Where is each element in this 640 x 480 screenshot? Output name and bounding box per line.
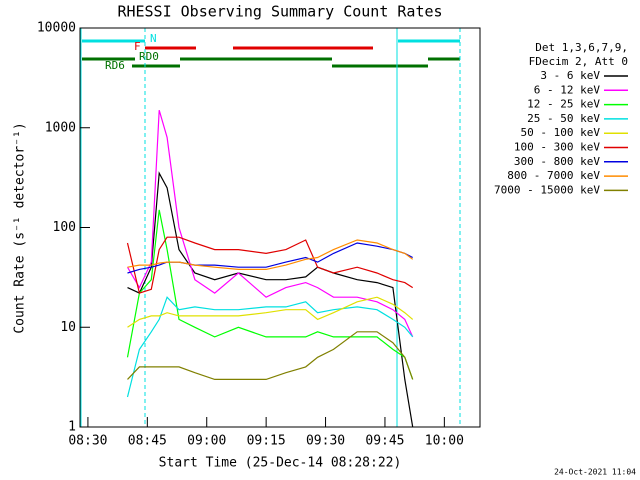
x-tick-label: 09:45 bbox=[365, 434, 404, 449]
legend-label: 6 - 12 keV bbox=[534, 83, 601, 96]
y-tick-label: 100 bbox=[53, 220, 76, 235]
series-line bbox=[127, 171, 414, 428]
series-line bbox=[127, 242, 413, 274]
series-line bbox=[127, 296, 414, 328]
series-line bbox=[126, 296, 414, 398]
series-line bbox=[127, 239, 414, 270]
legend-label: 800 - 7000 keV bbox=[507, 169, 600, 182]
flag-label: F bbox=[134, 40, 141, 53]
flag-label: N bbox=[150, 32, 157, 45]
y-tick-label: 10000 bbox=[37, 21, 76, 36]
series-line bbox=[126, 236, 414, 294]
x-tick-label: 09:00 bbox=[187, 434, 226, 449]
x-tick-label: 09:30 bbox=[306, 434, 345, 449]
x-tick-label: 08:30 bbox=[68, 434, 107, 449]
legend-header: FDecim 2, Att 0 bbox=[529, 55, 628, 68]
flag-label: RD0 bbox=[139, 50, 159, 63]
legend-label: 100 - 300 keV bbox=[514, 141, 600, 154]
x-tick-label: 08:45 bbox=[128, 434, 167, 449]
x-tick-label: 10:00 bbox=[425, 434, 464, 449]
y-tick-label: 10 bbox=[60, 320, 76, 335]
legend-label: 7000 - 15000 keV bbox=[494, 183, 600, 196]
x-tick-label: 09:15 bbox=[247, 434, 286, 449]
y-tick-label: 1000 bbox=[45, 120, 76, 135]
timestamp: 24-Oct-2021 11:04 bbox=[554, 468, 636, 477]
series-line bbox=[127, 331, 414, 380]
legend-header: Det 1,3,6,7,9, bbox=[535, 41, 628, 54]
legend-label: 12 - 25 keV bbox=[527, 98, 600, 111]
y-axis-label: Count Rate (s⁻¹ detector⁻¹) bbox=[13, 122, 28, 333]
legend-label: 50 - 100 keV bbox=[521, 126, 601, 139]
flag-label: RD6 bbox=[105, 59, 125, 72]
y-tick-label: 1 bbox=[68, 420, 76, 435]
legend-label: 300 - 800 keV bbox=[514, 155, 600, 168]
chart-title: RHESSI Observing Summary Count Rates bbox=[117, 3, 442, 21]
x-axis-label: Start Time (25-Dec-14 08:28:22) bbox=[159, 456, 402, 471]
series-line bbox=[126, 209, 414, 380]
series-line bbox=[126, 110, 414, 338]
legend-label: 25 - 50 keV bbox=[527, 112, 600, 125]
legend-label: 3 - 6 keV bbox=[540, 69, 600, 82]
